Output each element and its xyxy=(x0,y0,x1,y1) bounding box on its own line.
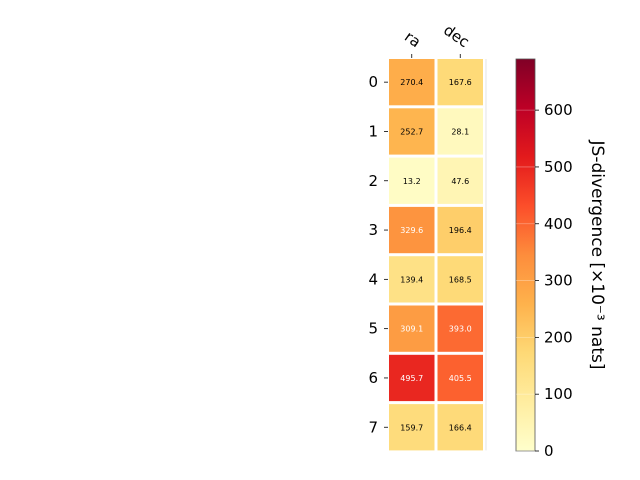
heatmap-cell-dec-3 xyxy=(437,206,483,254)
heatmap-cell-dec-5 xyxy=(437,305,483,352)
cell-value-label: 159.7 xyxy=(400,423,423,432)
heatmap-cell-ra-4 xyxy=(389,256,435,303)
y-tick-label-0: 0 xyxy=(368,73,378,91)
heatmap-cell-dec-1 xyxy=(437,108,483,155)
cell-value-label: 495.7 xyxy=(400,374,423,383)
heatmap-cell-ra-6 xyxy=(389,354,435,402)
colorbar-tick-label: 100 xyxy=(544,385,573,403)
colorbar-label: JS-divergence [×10⁻³ nats] xyxy=(587,140,607,370)
colorbar-tick-lines xyxy=(516,109,539,452)
cell-value-label: 139.4 xyxy=(400,275,423,284)
heatmap-cell-dec-4 xyxy=(437,256,483,303)
heatmap-cell-ra-3 xyxy=(389,206,435,254)
cell-value-label: 329.6 xyxy=(400,226,423,235)
cell-value-label: 393.0 xyxy=(449,325,472,334)
x-tick-labels: ra dec xyxy=(401,21,473,58)
cell-value-label: 167.6 xyxy=(449,78,472,87)
colorbar-tick-label: 500 xyxy=(544,158,573,176)
colorbar-tick-label: 400 xyxy=(544,215,573,233)
colorbar-tick-label: 0 xyxy=(544,442,554,460)
y-tick-labels: 0 1 2 3 4 5 6 7 xyxy=(368,73,388,436)
colorbar-tick-label: 300 xyxy=(544,272,573,290)
y-tick-label-4: 4 xyxy=(368,270,378,288)
y-tick-label-1: 1 xyxy=(368,122,378,140)
heatmap-cell-ra-5 xyxy=(389,305,435,352)
cell-value-label: 252.7 xyxy=(400,127,423,136)
heatmap-cell-ra-7 xyxy=(389,404,435,451)
y-tick-label-3: 3 xyxy=(368,221,378,239)
heatmap-cell-dec-2 xyxy=(437,157,483,204)
x-tick-label-ra: ra xyxy=(401,28,424,52)
y-tick-label-7: 7 xyxy=(368,418,378,436)
cell-value-label: 196.4 xyxy=(449,226,472,235)
heatmap-cell-ra-0 xyxy=(389,59,435,106)
heatmap-cell-dec-6 xyxy=(437,354,483,402)
cell-value-label: 28.1 xyxy=(451,127,469,136)
y-tick-label-5: 5 xyxy=(368,320,378,338)
cell-value-label: 270.4 xyxy=(400,78,423,87)
cell-value-label: 13.2 xyxy=(403,177,421,186)
colorbar xyxy=(515,58,536,452)
y-tick-label-2: 2 xyxy=(368,172,378,190)
heatmap-cell-dec-7 xyxy=(437,404,483,451)
cell-value-label: 309.1 xyxy=(400,325,423,334)
cell-value-label: 47.6 xyxy=(451,177,469,186)
colorbar-tick-label: 200 xyxy=(544,328,573,346)
x-tick-label-dec: dec xyxy=(440,21,472,51)
heatmap-cell-ra-1 xyxy=(389,108,435,155)
colorbar-tick-label: 600 xyxy=(544,101,573,119)
heatmap-cell-ra-2 xyxy=(389,157,435,204)
y-tick-label-6: 6 xyxy=(368,369,378,387)
cell-value-label: 166.4 xyxy=(449,423,472,432)
heatmap-cells: 270.4 167.6 252.7 28.1 13.2 47.6 329.6 196.4 139… xyxy=(389,59,487,451)
colorbar-tick-labels: 0 100 200 300 400 500 600 xyxy=(544,101,573,460)
heatmap-cell-dec-0 xyxy=(437,59,483,106)
cell-value-label: 168.5 xyxy=(449,275,472,284)
cell-value-label: 405.5 xyxy=(449,374,472,383)
